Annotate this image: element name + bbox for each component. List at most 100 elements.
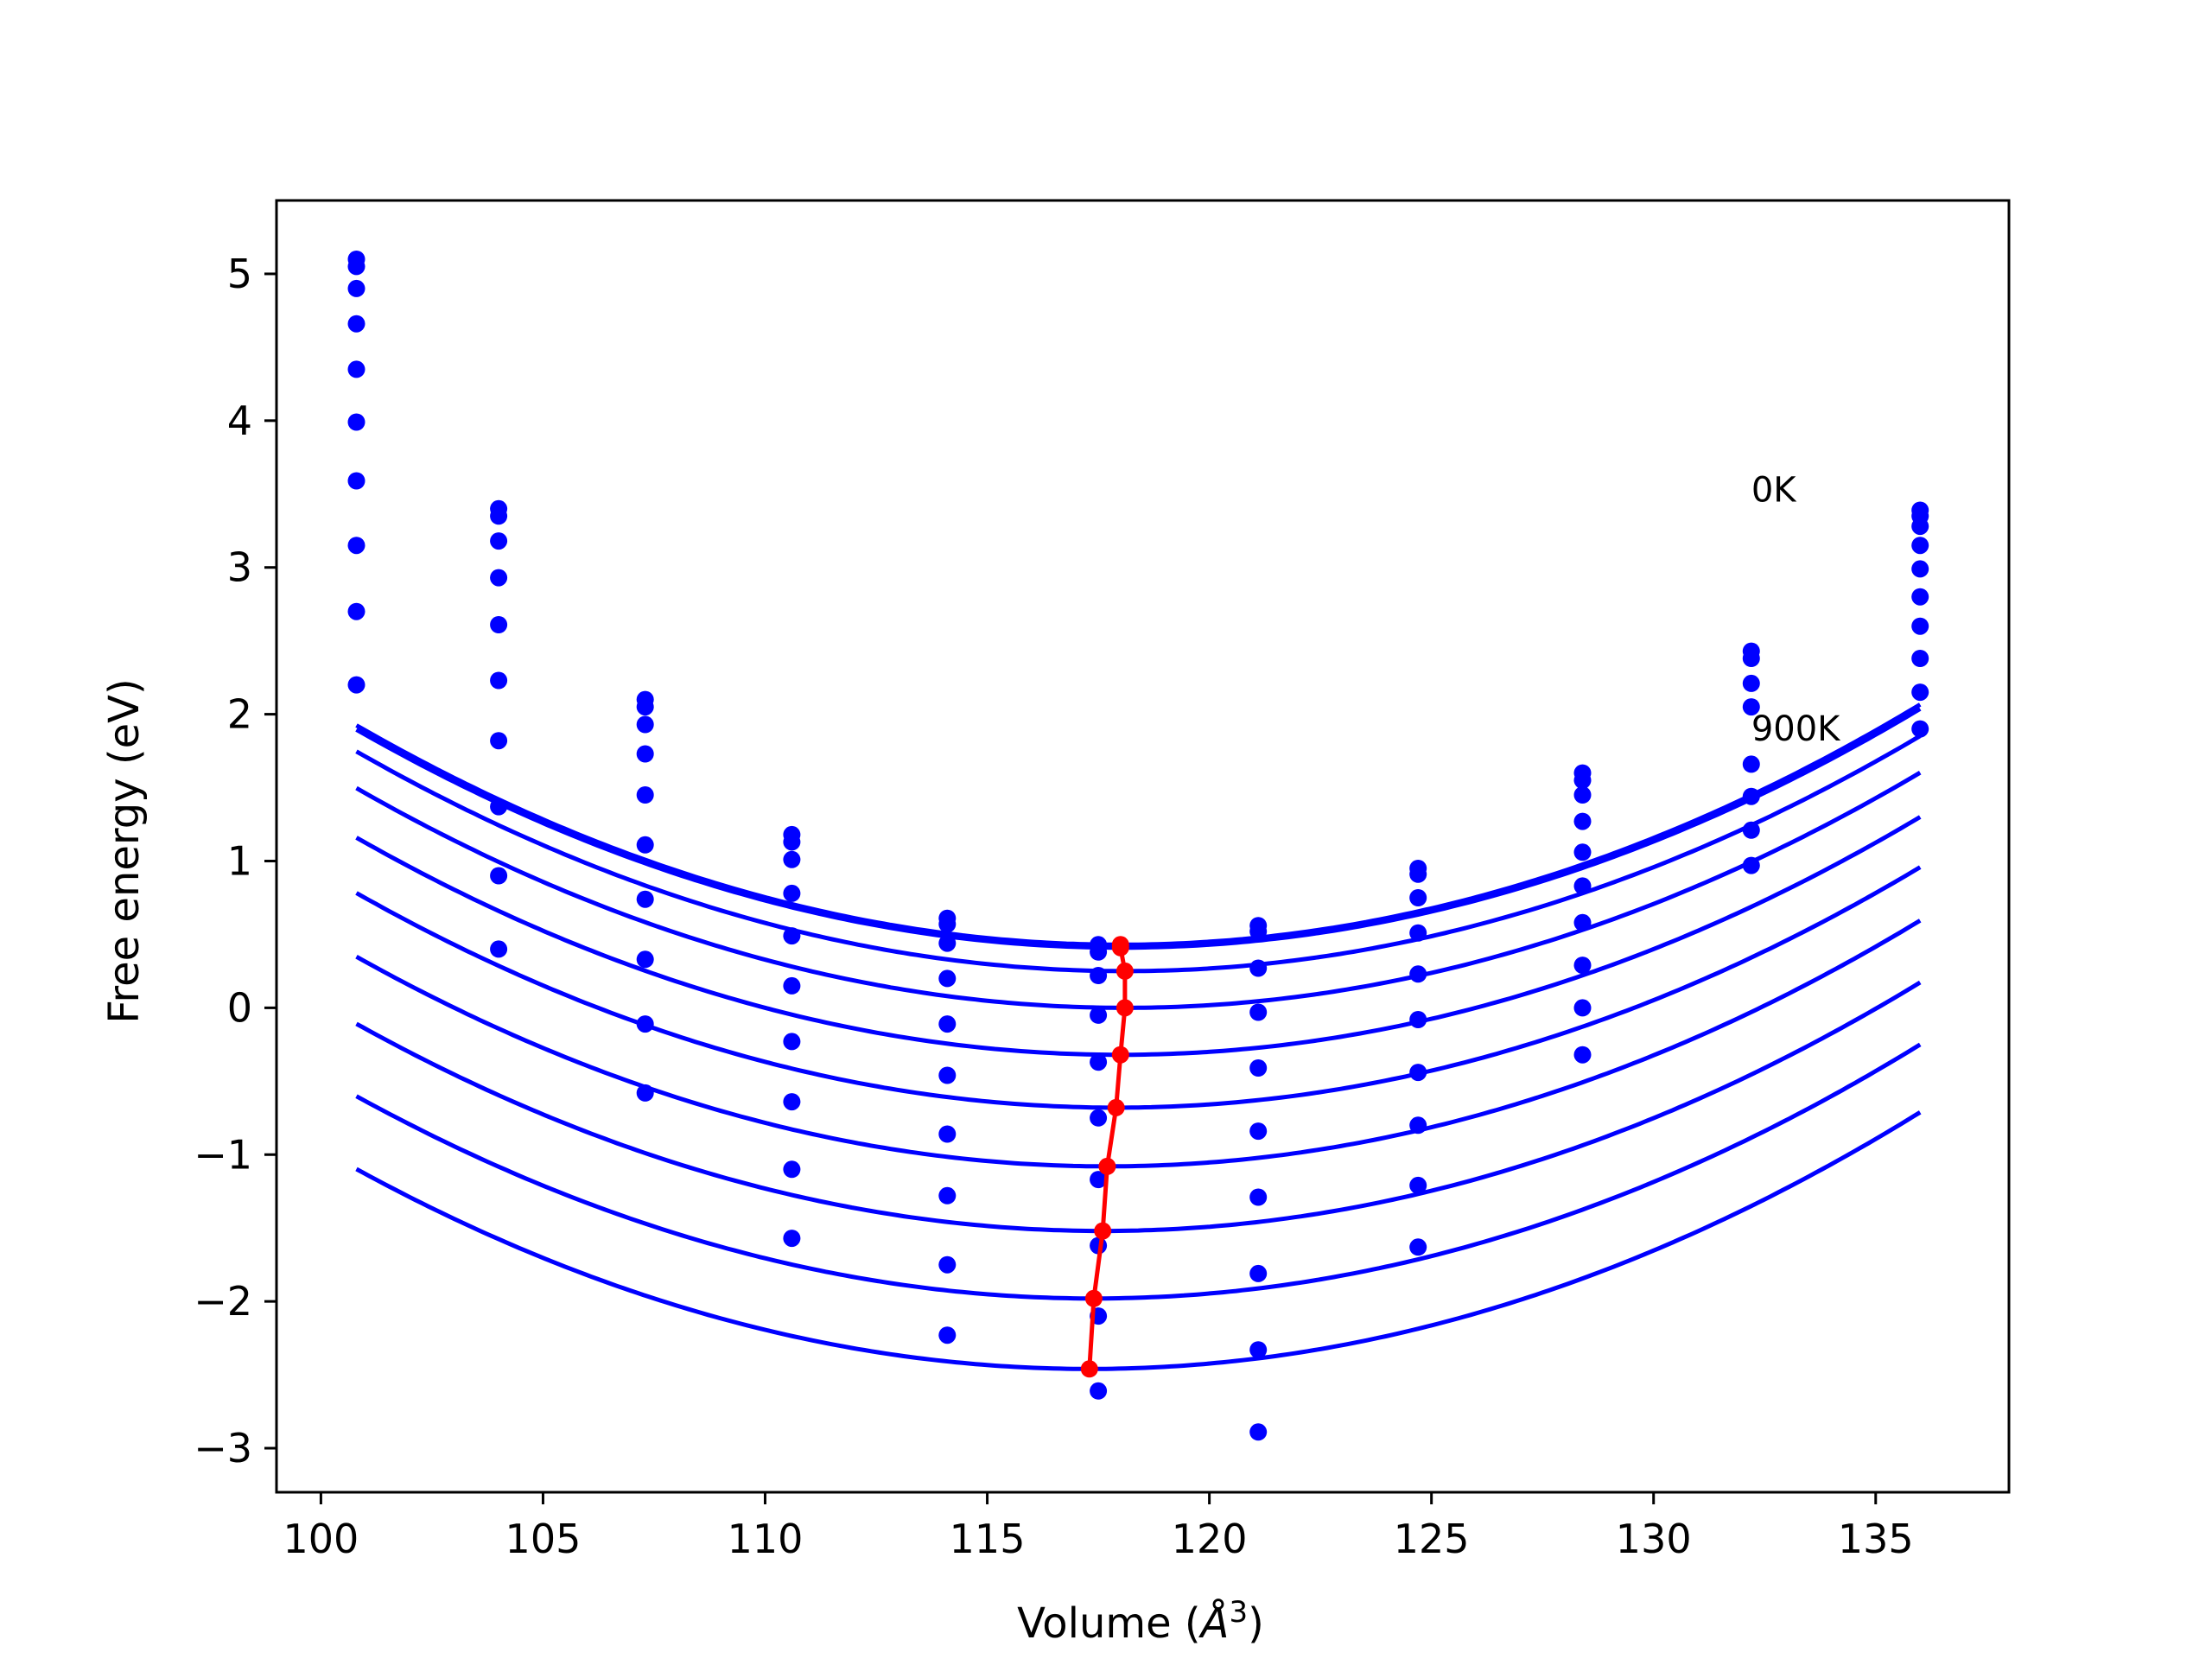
data-point bbox=[1742, 650, 1760, 667]
data-point bbox=[938, 1125, 957, 1143]
plot-frame bbox=[275, 199, 2011, 1494]
data-point bbox=[783, 1033, 801, 1051]
minimum-point bbox=[1116, 999, 1134, 1017]
x-axis-ticks: 100 105 110 115 120 125 130 135 bbox=[283, 1492, 1914, 1562]
data-point bbox=[1573, 786, 1592, 804]
data-point bbox=[636, 836, 654, 854]
fit-curve-300k bbox=[355, 771, 1922, 1010]
annotations: 0K 900K bbox=[1751, 470, 1841, 749]
data-point bbox=[1249, 1188, 1268, 1206]
y-tick-label: 2 bbox=[227, 691, 252, 738]
x-tick-label: 105 bbox=[505, 1516, 582, 1562]
data-point bbox=[490, 798, 508, 816]
y-axis-label: Free energy (eV) bbox=[100, 678, 149, 1023]
data-point bbox=[636, 1015, 654, 1033]
data-point bbox=[1573, 772, 1592, 790]
x-tick-label: 100 bbox=[283, 1516, 359, 1562]
fit-curve-900k bbox=[355, 1110, 1922, 1371]
data-point bbox=[1409, 1238, 1427, 1256]
data-point bbox=[938, 1186, 957, 1205]
minimum-path bbox=[1087, 944, 1128, 1370]
data-point bbox=[1249, 1341, 1268, 1359]
data-point bbox=[1090, 1382, 1108, 1400]
data-point bbox=[1911, 537, 1929, 555]
fit-curve-0k bbox=[355, 702, 1922, 947]
data-point bbox=[347, 537, 365, 555]
temperature-annotation: 0K bbox=[1751, 470, 1797, 510]
data-point bbox=[783, 976, 801, 995]
data-point bbox=[1911, 720, 1929, 738]
data-point bbox=[1742, 755, 1760, 773]
data-point bbox=[1911, 683, 1929, 702]
data-point bbox=[1090, 1109, 1108, 1127]
data-point bbox=[1573, 957, 1592, 975]
data-point bbox=[1409, 1011, 1427, 1028]
minimum-point bbox=[1084, 1289, 1103, 1307]
data-point bbox=[347, 315, 365, 333]
data-point bbox=[636, 786, 654, 804]
data-point bbox=[1573, 812, 1592, 830]
data-point bbox=[1090, 1171, 1108, 1189]
x-tick-label: 115 bbox=[950, 1516, 1026, 1562]
fit-curve-500k bbox=[355, 865, 1922, 1110]
y-tick-label: 3 bbox=[227, 544, 252, 591]
data-point bbox=[490, 569, 508, 587]
fit-curve-100k bbox=[355, 707, 1922, 950]
data-point bbox=[490, 732, 508, 750]
data-point bbox=[636, 890, 654, 908]
data-point bbox=[1090, 1006, 1108, 1024]
data-point bbox=[1911, 588, 1929, 606]
fit-curves bbox=[355, 702, 1922, 1371]
data-point bbox=[636, 950, 654, 969]
x-tick-label: 110 bbox=[728, 1516, 804, 1562]
data-point bbox=[1409, 965, 1427, 983]
data-point bbox=[1409, 924, 1427, 942]
data-point bbox=[347, 413, 365, 431]
data-point bbox=[1742, 698, 1760, 716]
data-point bbox=[490, 940, 508, 958]
data-point bbox=[1911, 518, 1929, 536]
data-point bbox=[490, 532, 508, 550]
fit-curve-200k bbox=[355, 734, 1922, 974]
minimum-point bbox=[1116, 962, 1134, 980]
fit-curve-700k bbox=[355, 980, 1922, 1234]
data-point bbox=[347, 279, 365, 297]
data-point bbox=[783, 884, 801, 902]
data-point bbox=[1409, 1176, 1427, 1194]
data-point bbox=[1249, 923, 1268, 940]
data-point bbox=[1409, 1064, 1427, 1082]
y-axis-ticks: −3 −2 −1 0 1 2 3 4 5 bbox=[194, 251, 276, 1471]
data-point bbox=[1742, 856, 1760, 874]
data-point bbox=[938, 1015, 957, 1033]
data-point bbox=[1573, 843, 1592, 861]
data-point bbox=[938, 1066, 957, 1084]
data-point bbox=[347, 360, 365, 378]
minimum-point bbox=[1107, 1098, 1125, 1116]
y-tick-label: 0 bbox=[227, 984, 252, 1031]
data-point bbox=[347, 472, 365, 490]
x-axis-label: Volume (Å3) bbox=[1017, 1595, 1264, 1648]
data-point bbox=[1409, 889, 1427, 906]
data-point bbox=[938, 934, 957, 952]
y-tick-label: 4 bbox=[227, 397, 252, 444]
data-point bbox=[1573, 999, 1592, 1017]
data-point bbox=[1249, 1423, 1268, 1441]
data-point bbox=[1090, 1053, 1108, 1071]
data-point bbox=[1249, 1003, 1268, 1021]
data-point bbox=[1911, 650, 1929, 667]
y-tick-label: −2 bbox=[194, 1278, 252, 1325]
data-point bbox=[490, 867, 508, 885]
data-point bbox=[490, 671, 508, 690]
data-point bbox=[783, 927, 801, 945]
data-point bbox=[636, 745, 654, 763]
data-point bbox=[783, 1230, 801, 1248]
data-point bbox=[1573, 877, 1592, 895]
data-point bbox=[1911, 617, 1929, 635]
data-point bbox=[783, 850, 801, 868]
temperature-annotation: 900K bbox=[1751, 709, 1841, 749]
data-point bbox=[636, 715, 654, 734]
data-point bbox=[1911, 560, 1929, 578]
data-point bbox=[1090, 967, 1108, 984]
data-point bbox=[1249, 1122, 1268, 1141]
